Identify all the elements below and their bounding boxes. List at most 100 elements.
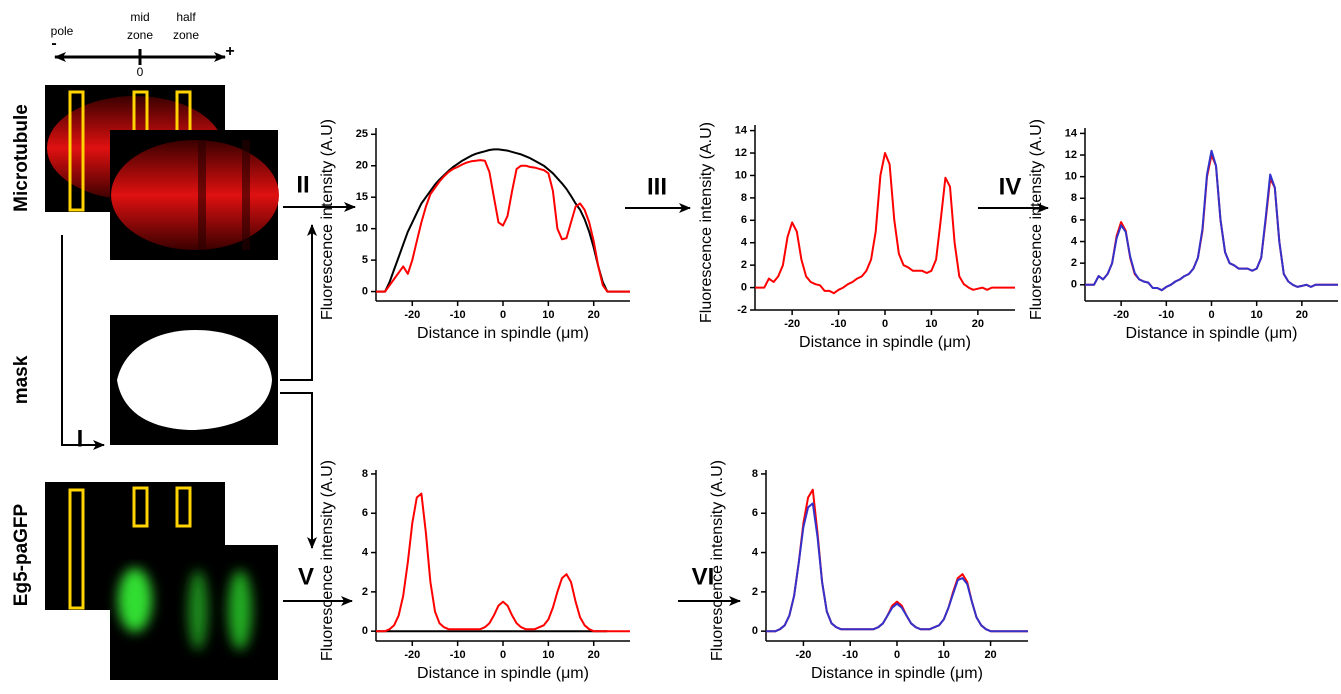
y-tick-label: 8 (752, 468, 758, 480)
y-tick-label: -2 (737, 304, 747, 316)
step-label: IV (999, 173, 1022, 200)
arrow (61, 235, 105, 450)
data-line (376, 492, 630, 633)
y-tick-label: 2 (752, 586, 758, 598)
y-tick-label: 2 (1071, 257, 1077, 269)
x-tick-label: -20 (404, 309, 420, 321)
x-tick-label: -10 (831, 318, 847, 330)
step-label: II (296, 171, 309, 198)
y-tick-label: 0 (362, 625, 368, 637)
step-label: VI (692, 563, 715, 590)
y-tick-label: 0 (741, 281, 747, 293)
y-tick-label: 4 (362, 546, 369, 558)
y-tick-label: 14 (1065, 127, 1078, 139)
data-line (766, 488, 1028, 633)
y-tick-label: 10 (356, 223, 368, 235)
x-tick-label: 0 (500, 649, 506, 661)
roi (132, 486, 149, 528)
x-tick-label: 0 (500, 309, 506, 321)
y-tick-label: 25 (356, 128, 368, 140)
x-tick-label: -20 (784, 318, 800, 330)
orientation: pole mid zone half zone - + 0 (51, 10, 235, 79)
x-tick-label: -20 (795, 649, 811, 661)
x-tick-label: 20 (972, 318, 984, 330)
x-tick-label: -10 (842, 649, 858, 661)
y-tick-label: 4 (741, 237, 748, 249)
y-tick-label: 6 (741, 214, 747, 226)
mid-zone-label: zone (127, 28, 153, 42)
mid-zone-label: mid (130, 10, 149, 24)
x-tick-label: 10 (1251, 309, 1263, 321)
y-tick-label: 12 (1065, 149, 1077, 161)
data-line (755, 152, 1015, 295)
y-axis-label: Fluorescence intensity (A.U) (319, 460, 336, 661)
x-tick-label: -20 (404, 649, 420, 661)
spindle (111, 140, 279, 250)
y-tick-label: 14 (735, 125, 748, 137)
y-tick-label: 4 (752, 546, 759, 558)
x-tick-label: 10 (542, 309, 554, 321)
y-tick-label: 12 (735, 147, 747, 159)
x-tick-label: -20 (1113, 309, 1129, 321)
x-tick-label: 20 (588, 649, 600, 661)
x-tick-label: -10 (1158, 309, 1174, 321)
dip (198, 140, 206, 250)
arrow (280, 224, 317, 381)
y-tick-label: 10 (735, 169, 747, 181)
x-axis-label: Distance in spindle (μm) (417, 665, 589, 682)
y-tick-label: 0 (1071, 279, 1077, 291)
pole-label: pole (51, 24, 74, 38)
data-line (1085, 149, 1338, 292)
data-line (376, 159, 630, 293)
roi (68, 488, 85, 610)
step-label: V (298, 563, 314, 590)
half-zone-label: half (176, 10, 196, 24)
y-tick-label: 8 (1071, 192, 1077, 204)
x-tick-label: -10 (450, 309, 466, 321)
y-tick-label: 8 (362, 468, 368, 480)
minus-label: - (51, 35, 56, 52)
x-axis-label: Distance in spindle (μm) (1126, 325, 1298, 342)
zero-label: 0 (137, 65, 144, 79)
plus-label: + (225, 43, 234, 60)
y-tick-label: 15 (356, 191, 368, 203)
y-tick-label: 2 (741, 259, 747, 271)
y-tick-label: 10 (1065, 171, 1077, 183)
x-tick-label: 20 (588, 309, 600, 321)
y-axis-label: Fluorescence intensity (A.U) (319, 119, 336, 320)
y-tick-label: 8 (741, 192, 747, 204)
row-label: mask (11, 355, 32, 404)
blob (118, 568, 152, 632)
x-tick-label: 20 (984, 649, 996, 661)
y-tick-label: 6 (362, 507, 368, 519)
x-tick-label: -10 (450, 649, 466, 661)
x-axis-label: Distance in spindle (μm) (811, 665, 983, 682)
x-tick-label: 10 (925, 318, 937, 330)
step-label: III (647, 173, 667, 200)
x-tick-label: 0 (894, 649, 900, 661)
x-tick-label: 10 (542, 649, 554, 661)
row-label: Eg5-paGFP (11, 503, 32, 606)
y-axis-label: Fluorescence intensity (A.U) (698, 122, 715, 323)
y-tick-label: 0 (362, 285, 368, 297)
x-tick-label: 10 (938, 649, 950, 661)
dip (242, 140, 250, 250)
row-label: Microtubule (11, 104, 32, 212)
data-line (766, 502, 1028, 633)
y-tick-label: 6 (752, 507, 758, 519)
y-tick-label: 5 (362, 254, 368, 266)
blob (188, 570, 208, 650)
x-axis-label: Distance in spindle (μm) (417, 325, 589, 342)
roi (175, 486, 192, 528)
microtubule-images (45, 85, 279, 260)
x-tick-label: 0 (1208, 309, 1214, 321)
y-tick-label: 0 (752, 625, 758, 637)
data-line (1085, 154, 1338, 292)
eg5-images (45, 482, 278, 680)
y-tick-label: 20 (356, 160, 368, 172)
y-axis-label: Fluorescence intensity (A.U) (709, 460, 726, 661)
half-zone-label: zone (173, 28, 199, 42)
arrows (61, 202, 1049, 606)
x-tick-label: 0 (882, 318, 888, 330)
